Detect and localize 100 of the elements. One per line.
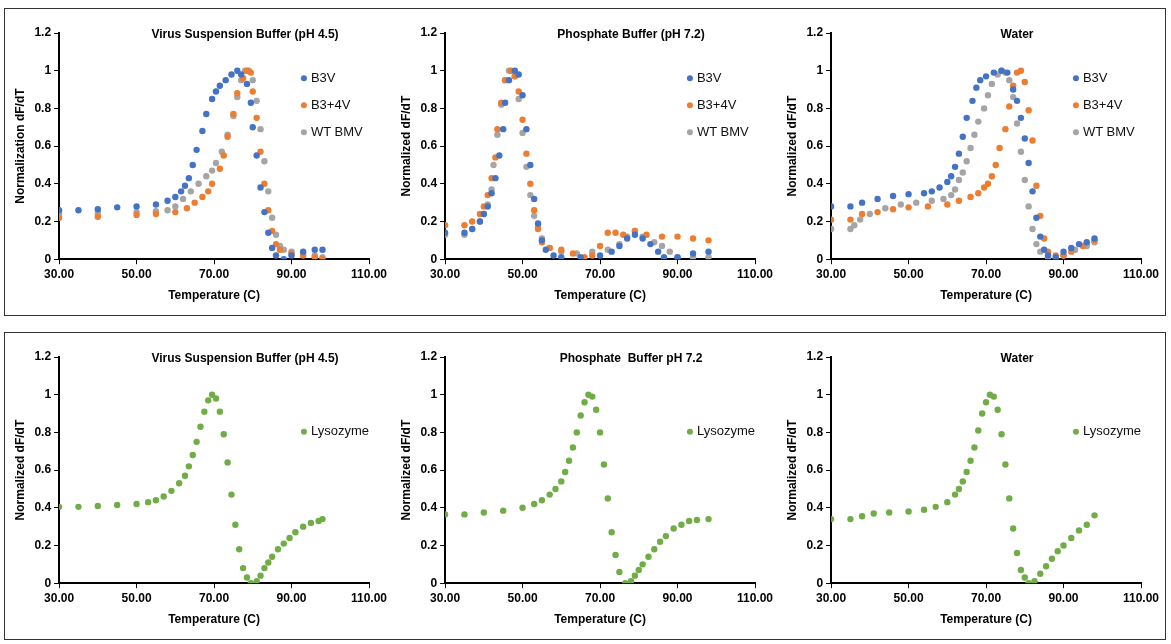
y-tick-label: 0.6 — [420, 138, 438, 153]
x-tick-label: 70.00 — [971, 590, 1002, 605]
x-tick-label: 50.00 — [121, 590, 152, 605]
x-tick-label: 70.00 — [585, 590, 616, 605]
legend-label: Lysozyme — [1082, 423, 1141, 439]
y-tick-label: 0.6 — [806, 462, 824, 477]
chart-title: Virus Suspension Buffer (pH 4.5) — [151, 351, 339, 366]
x-tick-label: 110.00 — [736, 266, 774, 281]
y-tick-label: 0.4 — [806, 500, 824, 515]
y-tick-label: 0.2 — [806, 537, 824, 552]
y-tick-label: 1.2 — [806, 349, 824, 364]
x-tick-label: 30.00 — [44, 266, 75, 281]
legend-label: Lysozyme — [310, 423, 369, 439]
x-axis-title: Temperature (C) — [168, 612, 260, 627]
y-tick-label: 0 — [430, 575, 438, 590]
y-tick-label: 0.6 — [34, 138, 52, 153]
y-tick-label: 0.6 — [34, 462, 52, 477]
legend-label: WT BMV — [310, 123, 364, 139]
y-tick-label: 0 — [816, 251, 824, 266]
y-tick-label: 0.2 — [420, 213, 438, 228]
legend-label: B3V — [310, 69, 336, 85]
x-tick-label: 70.00 — [585, 266, 616, 281]
y-tick-label: 1.2 — [806, 25, 824, 40]
y-tick-label: 0 — [430, 251, 438, 266]
y-tick-label: 0.6 — [806, 138, 824, 153]
x-tick-label: 110.00 — [350, 590, 388, 605]
y-tick-label: 0.2 — [420, 537, 438, 552]
chart-title: Virus Suspension Buffer (pH 4.5) — [151, 27, 339, 42]
legend-label: Lysozyme — [696, 423, 755, 439]
y-tick-label: 1 — [816, 63, 824, 78]
chart-title: Water — [1000, 27, 1034, 42]
y-tick-label: 0.8 — [420, 424, 438, 439]
y-tick-label: 0.2 — [806, 213, 824, 228]
x-tick-label: 50.00 — [507, 266, 538, 281]
y-tick-label: 1 — [44, 63, 52, 78]
legend-label: WT BMV — [1082, 123, 1136, 139]
x-tick-label: 30.00 — [816, 590, 847, 605]
x-tick-label: 110.00 — [1122, 590, 1160, 605]
y-axis-title: Normalized dF/dT — [398, 419, 413, 521]
x-tick-label: 90.00 — [276, 590, 307, 605]
y-axis-title: Normalized dF/dT — [398, 95, 413, 197]
y-tick-label: 0.8 — [420, 100, 438, 115]
x-axis-title: Temperature (C) — [940, 288, 1032, 303]
y-tick-label: 0.4 — [420, 500, 438, 515]
y-tick-label: 0.6 — [420, 462, 438, 477]
x-tick-label: 30.00 — [44, 590, 75, 605]
y-tick-label: 1 — [430, 387, 438, 402]
x-tick-label: 30.00 — [430, 590, 461, 605]
x-tick-label: 90.00 — [276, 266, 307, 281]
y-tick-label: 1.2 — [34, 349, 52, 364]
x-tick-label: 70.00 — [199, 590, 230, 605]
x-tick-label: 90.00 — [1048, 266, 1079, 281]
y-tick-label: 0.8 — [34, 424, 52, 439]
y-tick-label: 0.8 — [806, 424, 824, 439]
legend-label: WT BMV — [696, 123, 750, 139]
y-tick-label: 0.2 — [34, 213, 52, 228]
x-tick-label: 30.00 — [430, 266, 461, 281]
x-tick-label: 70.00 — [971, 266, 1002, 281]
y-tick-label: 0 — [816, 575, 824, 590]
y-tick-label: 1 — [816, 387, 824, 402]
legend-label: B3+4V — [310, 96, 351, 112]
x-tick-label: 50.00 — [893, 266, 924, 281]
x-axis-title: Temperature (C) — [940, 612, 1032, 627]
x-tick-label: 90.00 — [662, 266, 693, 281]
x-axis-title: Temperature (C) — [554, 612, 646, 627]
x-axis-title: Temperature (C) — [554, 288, 646, 303]
legend-label: B3+4V — [1082, 96, 1123, 112]
y-tick-label: 1.2 — [420, 25, 438, 40]
legend-label: B3V — [1082, 69, 1108, 85]
y-axis-title: Normalized dF/dT — [784, 419, 799, 521]
y-tick-label: 0.2 — [34, 537, 52, 552]
y-tick-label: 0.4 — [34, 176, 52, 191]
x-tick-label: 90.00 — [1048, 590, 1079, 605]
y-tick-label: 0.8 — [34, 100, 52, 115]
legend-label: B3V — [696, 69, 722, 85]
y-tick-label: 0.4 — [420, 176, 438, 191]
y-tick-label: 1 — [44, 387, 52, 402]
y-tick-label: 0 — [44, 575, 52, 590]
y-axis-title: Normalized dF/dT — [12, 419, 27, 521]
y-tick-label: 1 — [430, 63, 438, 78]
x-tick-label: 30.00 — [816, 266, 847, 281]
x-tick-label: 110.00 — [350, 266, 388, 281]
x-tick-label: 110.00 — [1122, 266, 1160, 281]
y-tick-label: 0 — [44, 251, 52, 266]
y-axis-title: Normalized dF/dT — [784, 95, 799, 197]
x-tick-label: 90.00 — [662, 590, 693, 605]
x-tick-label: 50.00 — [121, 266, 152, 281]
y-tick-label: 0.4 — [806, 176, 824, 191]
chart-title: Water — [1000, 351, 1034, 366]
y-tick-label: 0.4 — [34, 500, 52, 515]
chart-title: Phosphate Buffer (pH 7.2) — [557, 27, 705, 42]
y-tick-label: 1.2 — [34, 25, 52, 40]
x-tick-label: 70.00 — [199, 266, 230, 281]
y-tick-label: 0.8 — [806, 100, 824, 115]
chart-title: Phosphate Buffer pH 7.2 — [559, 351, 703, 366]
legend-label: B3+4V — [696, 96, 737, 112]
x-axis-title: Temperature (C) — [168, 288, 260, 303]
x-tick-label: 50.00 — [893, 590, 924, 605]
x-tick-label: 110.00 — [736, 590, 774, 605]
y-axis-title: Normalization dF/dT — [12, 87, 27, 204]
